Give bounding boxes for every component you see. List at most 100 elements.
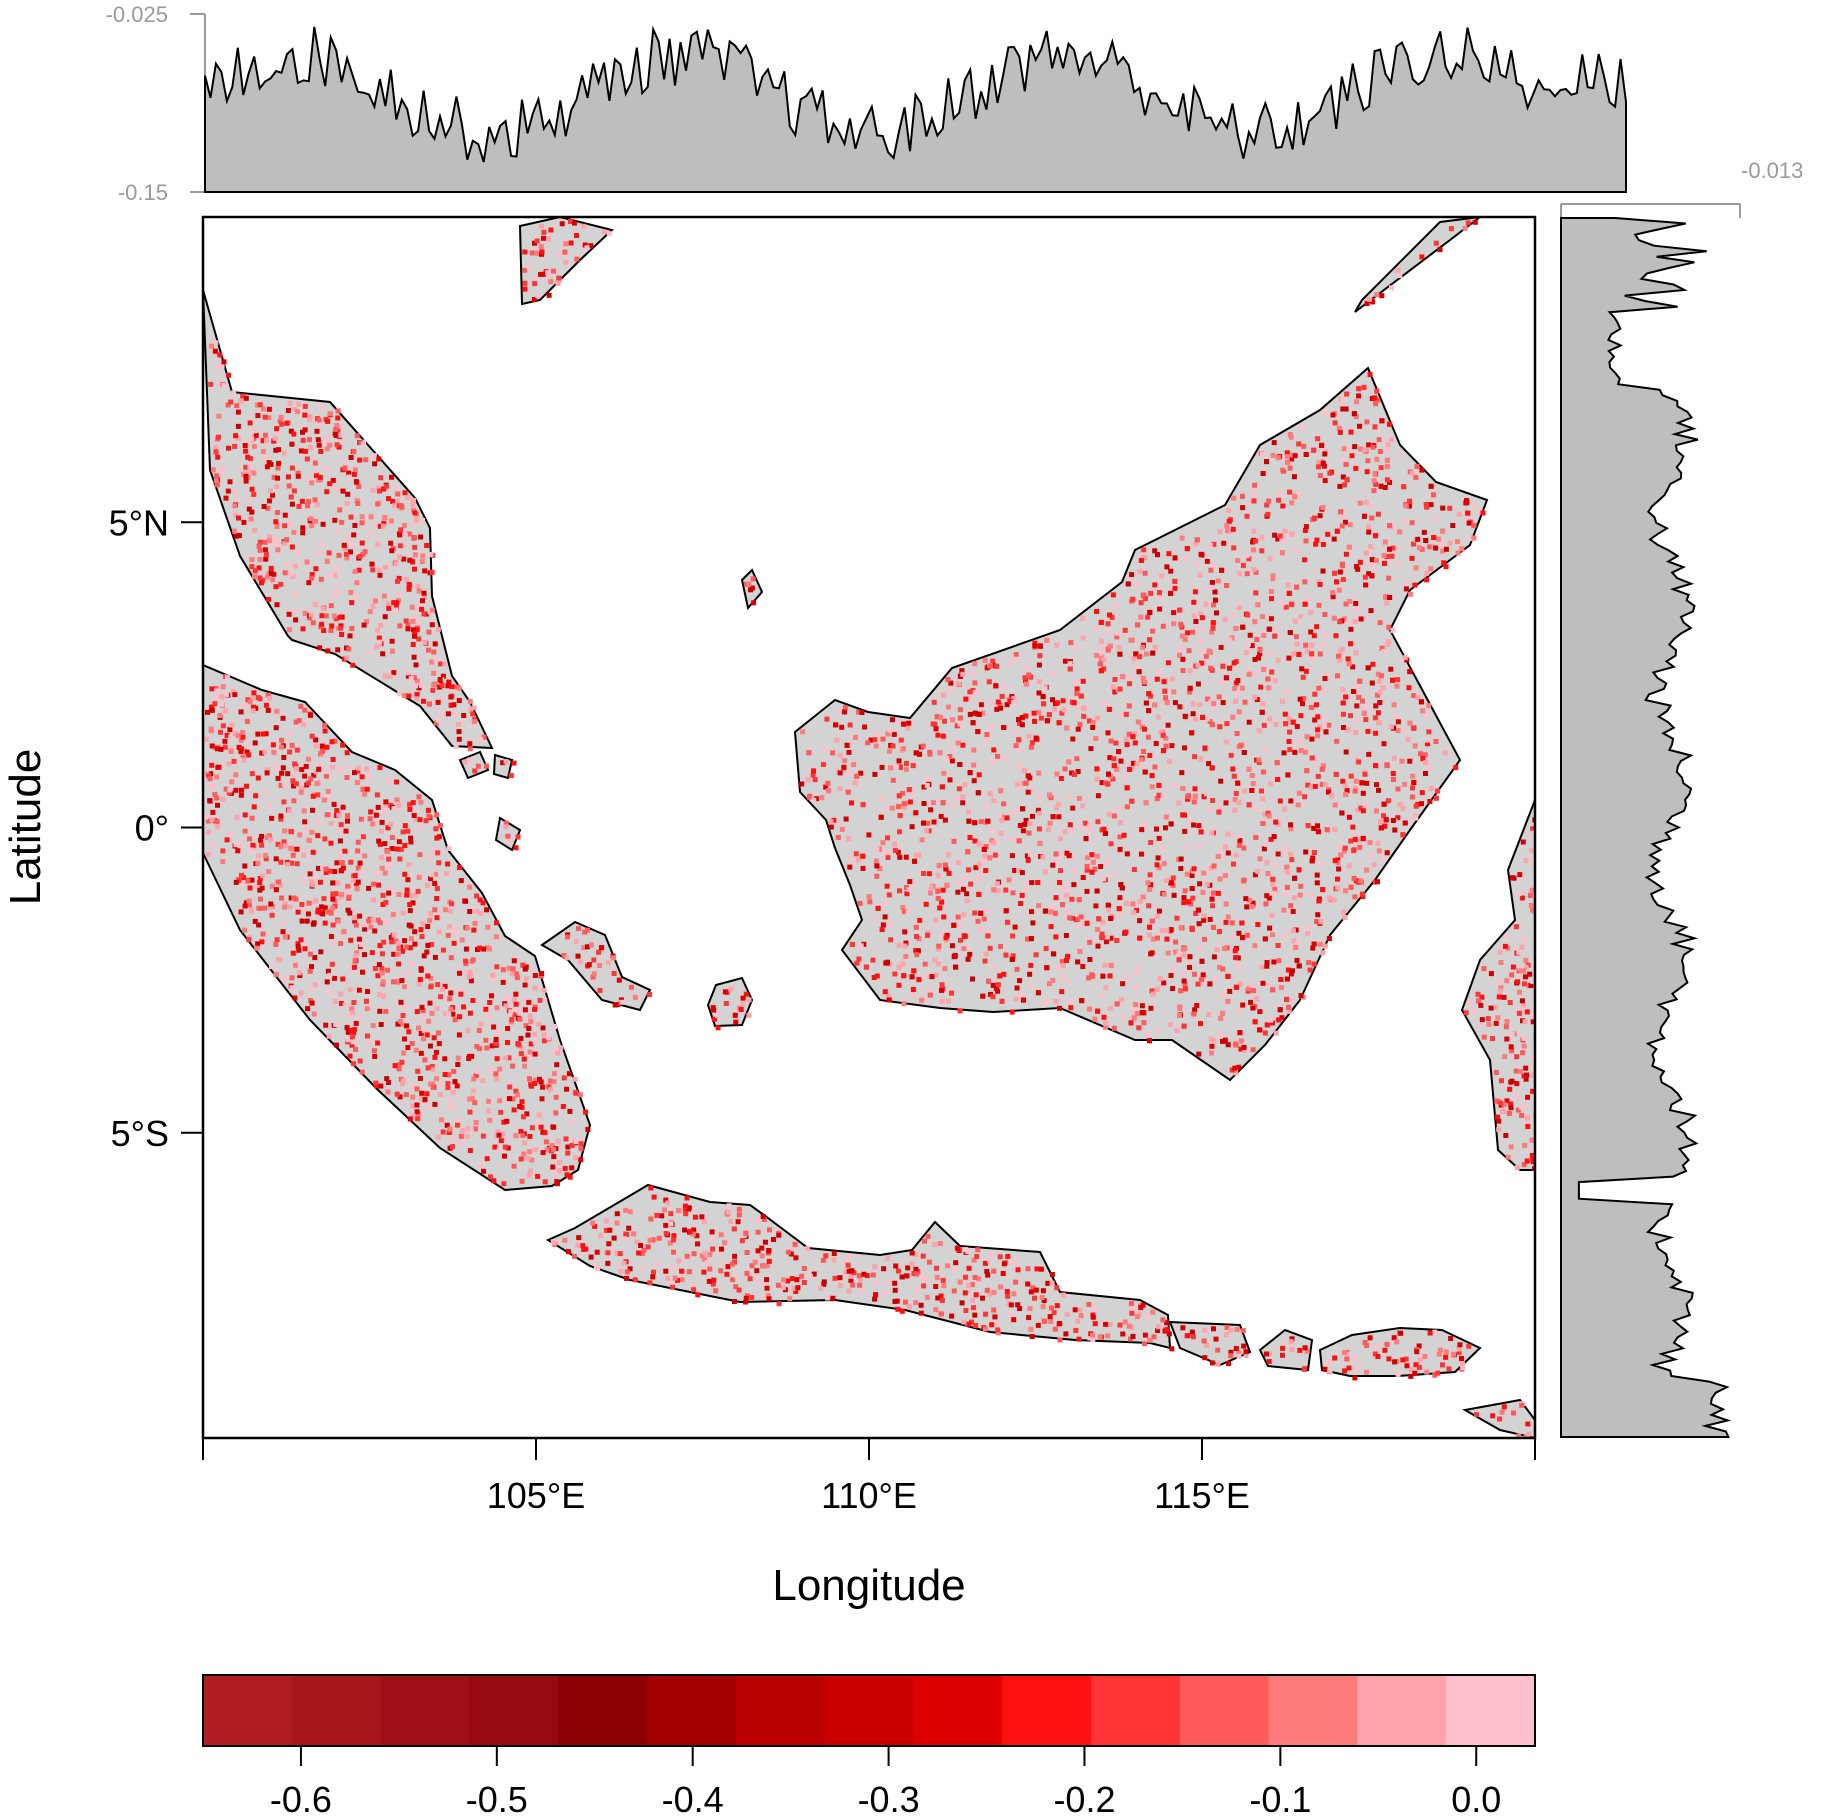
anomaly-pixel — [638, 1243, 644, 1248]
anomaly-pixel — [709, 1229, 715, 1235]
anomaly-pixel — [1240, 1002, 1246, 1008]
anomaly-pixel — [760, 1295, 766, 1301]
anomaly-pixel — [503, 1003, 509, 1009]
anomaly-pixel — [1361, 710, 1367, 716]
anomaly-pixel — [808, 1274, 813, 1280]
anomaly-pixel — [1155, 986, 1161, 992]
anomaly-pixel — [267, 534, 273, 540]
anomaly-pixel — [733, 1284, 739, 1290]
anomaly-pixel — [341, 542, 347, 548]
anomaly-pixel — [1254, 996, 1260, 1002]
anomaly-pixel — [501, 1181, 507, 1187]
anomaly-pixel — [344, 765, 350, 771]
anomaly-pixel — [1029, 740, 1035, 746]
anomaly-pixel — [442, 1056, 448, 1062]
anomaly-pixel — [278, 581, 284, 587]
anomaly-pixel — [444, 1122, 450, 1128]
anomaly-pixel — [1295, 802, 1301, 808]
anomaly-pixel — [1373, 481, 1379, 487]
anomaly-pixel — [925, 932, 930, 938]
anomaly-pixel — [411, 654, 417, 660]
anomaly-pixel — [278, 859, 284, 865]
anomaly-pixel — [1032, 718, 1037, 724]
anomaly-pixel — [1343, 791, 1349, 797]
anomaly-pixel — [1168, 568, 1174, 574]
anomaly-pixel — [295, 944, 301, 950]
anomaly-pixel — [1256, 655, 1261, 661]
anomaly-pixel — [1284, 884, 1290, 890]
anomaly-pixel — [1242, 886, 1248, 892]
anomaly-pixel — [1252, 657, 1258, 662]
anomaly-pixel — [1276, 497, 1282, 503]
anomaly-pixel — [474, 908, 480, 914]
anomaly-pixel — [1314, 872, 1320, 878]
anomaly-pixel — [1317, 724, 1323, 730]
anomaly-pixel — [360, 834, 366, 840]
anomaly-pixel — [358, 869, 364, 875]
anomaly-pixel — [380, 651, 386, 657]
anomaly-pixel — [523, 1023, 529, 1029]
anomaly-pixel — [296, 947, 302, 953]
anomaly-pixel — [1424, 504, 1430, 510]
anomaly-pixel — [1237, 571, 1242, 577]
anomaly-pixel — [854, 960, 860, 966]
anomaly-pixel — [1374, 388, 1380, 394]
anomaly-pixel — [301, 852, 307, 858]
anomaly-pixel — [248, 847, 254, 853]
anomaly-pixel — [1320, 950, 1326, 956]
anomaly-pixel — [538, 1079, 544, 1085]
anomaly-pixel — [408, 835, 414, 841]
anomaly-pixel — [614, 1250, 620, 1256]
anomaly-pixel — [373, 1080, 379, 1086]
anomaly-pixel — [336, 552, 342, 558]
anomaly-pixel — [1002, 755, 1008, 761]
anomaly-pixel — [811, 1271, 817, 1277]
anomaly-pixel — [1023, 713, 1029, 719]
anomaly-pixel — [295, 941, 301, 947]
anomaly-pixel — [336, 767, 342, 773]
anomaly-pixel — [595, 1266, 601, 1272]
anomaly-pixel — [806, 750, 812, 756]
anomaly-pixel — [350, 662, 356, 668]
anomaly-pixel — [1191, 599, 1197, 605]
anomaly-pixel — [1285, 870, 1291, 876]
anomaly-pixel — [1005, 1293, 1011, 1299]
anomaly-pixel — [328, 603, 334, 609]
anomaly-pixel — [382, 673, 388, 679]
anomaly-pixel — [1308, 892, 1314, 898]
anomaly-pixel — [1320, 887, 1326, 893]
anomaly-pixel — [1209, 562, 1215, 567]
anomaly-pixel — [1223, 739, 1229, 745]
anomaly-pixel — [1384, 554, 1390, 560]
anomaly-pixel — [811, 797, 817, 803]
anomaly-pixel — [459, 988, 465, 994]
anomaly-pixel — [1251, 547, 1256, 553]
anomaly-pixel — [972, 820, 978, 826]
anomaly-pixel — [405, 670, 411, 676]
anomaly-pixel — [417, 817, 423, 823]
anomaly-pixel — [299, 918, 305, 924]
anomaly-pixel — [287, 904, 293, 910]
anomaly-pixel — [486, 1098, 491, 1104]
anomaly-pixel — [1042, 1318, 1047, 1324]
anomaly-pixel — [983, 737, 989, 743]
anomaly-pixel — [274, 426, 280, 432]
anomaly-pixel — [1161, 679, 1167, 685]
anomaly-pixel — [1156, 782, 1162, 788]
anomaly-pixel — [411, 675, 417, 681]
anomaly-pixel — [263, 789, 269, 795]
anomaly-pixel — [957, 715, 963, 721]
anomaly-pixel — [303, 763, 309, 769]
anomaly-pixel — [216, 434, 221, 440]
anomaly-pixel — [228, 749, 234, 754]
anomaly-pixel — [1067, 915, 1073, 921]
anomaly-pixel — [309, 575, 315, 581]
anomaly-pixel — [432, 954, 438, 960]
anomaly-pixel — [882, 914, 888, 920]
anomaly-pixel — [1340, 778, 1346, 784]
anomaly-pixel — [410, 502, 416, 507]
anomaly-pixel — [1240, 493, 1245, 499]
anomaly-pixel — [386, 1080, 391, 1085]
anomaly-pixel — [1124, 804, 1130, 810]
anomaly-pixel — [1214, 610, 1219, 616]
